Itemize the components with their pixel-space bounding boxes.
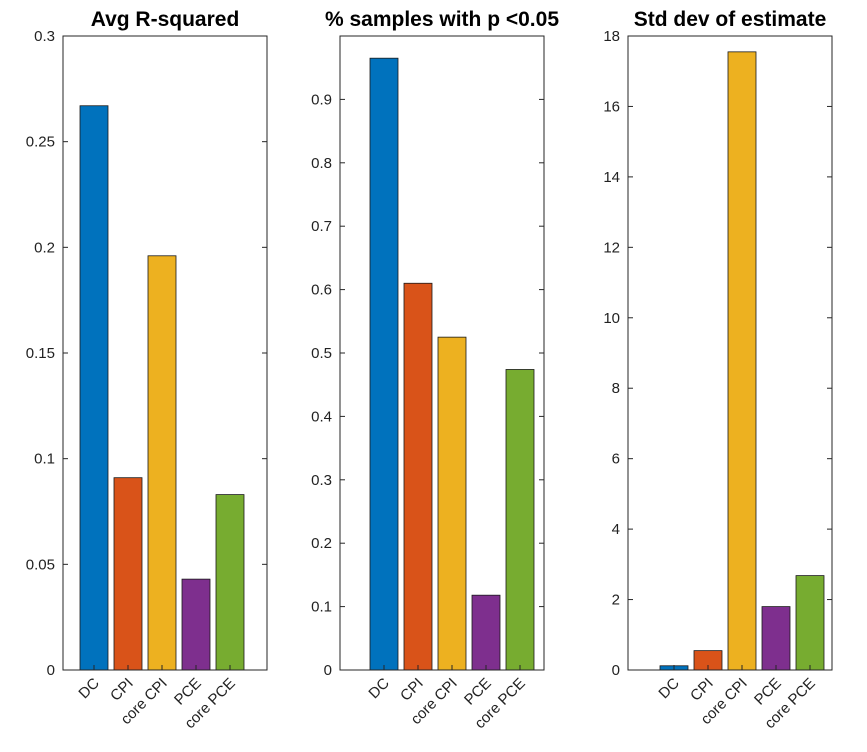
y-tick-label: 0 xyxy=(324,662,332,679)
y-tick-label: 6 xyxy=(612,451,620,468)
y-tick-label: 12 xyxy=(603,239,620,256)
bar-core-cpi xyxy=(727,51,757,671)
y-tick-label: 0.3 xyxy=(34,28,55,45)
bar-dc xyxy=(79,105,109,671)
axes-box xyxy=(627,35,833,671)
bar-cpi xyxy=(113,477,143,671)
y-tick-label: 0 xyxy=(612,662,620,679)
x-tick-label: DC xyxy=(365,675,392,702)
y-tick-label: 2 xyxy=(612,592,620,609)
y-tick-label: 18 xyxy=(603,28,620,45)
y-tick-label: 0.8 xyxy=(311,155,332,172)
y-tick-label: 0.5 xyxy=(311,345,332,362)
y-tick-label: 0 xyxy=(47,662,55,679)
bar-core-pce xyxy=(505,369,535,671)
y-tick-label: 0.4 xyxy=(311,408,332,425)
y-tick-label: 16 xyxy=(603,98,620,115)
y-tick-label: 10 xyxy=(603,310,620,327)
y-tick-label: 0.2 xyxy=(34,239,55,256)
chart-panel-2: % samples with p <0.05 0 0.1 0.2 0.3 0.4 0.5 0.… xyxy=(311,8,559,732)
bar-core-pce xyxy=(215,494,245,671)
y-tick-label: 0.9 xyxy=(311,91,332,108)
y-tick-label: 14 xyxy=(603,169,620,186)
y-tick-label: 0.1 xyxy=(34,451,55,468)
x-tick-label: DC xyxy=(655,675,682,702)
bar-pce xyxy=(181,578,211,671)
bar-cpi xyxy=(403,282,433,671)
y-tick-label: 0.3 xyxy=(311,472,332,489)
bar-dc xyxy=(369,57,399,671)
bar-pce xyxy=(471,594,501,671)
y-tick-label: 0.2 xyxy=(311,535,332,552)
y-tick-label: 8 xyxy=(612,380,620,397)
y-tick-label: 0.15 xyxy=(26,345,55,362)
y-tick-label: 0.1 xyxy=(311,599,332,616)
bar-core-cpi xyxy=(437,336,467,671)
y-tick-label: 0.25 xyxy=(26,134,55,151)
chart-title: % samples with p <0.05 xyxy=(325,8,559,31)
bar-pce xyxy=(761,606,791,671)
bar-core-cpi xyxy=(147,255,177,671)
chart-title: Std dev of estimate xyxy=(634,8,827,31)
y-tick-label: 0.7 xyxy=(311,218,332,235)
chart-title: Avg R-squared xyxy=(91,8,240,31)
bar-core-pce xyxy=(795,575,825,671)
y-tick-label: 4 xyxy=(612,521,620,538)
x-tick-label: DC xyxy=(75,675,102,702)
y-tick-label: 0.05 xyxy=(26,556,55,573)
y-tick-label: 0.6 xyxy=(311,282,332,299)
